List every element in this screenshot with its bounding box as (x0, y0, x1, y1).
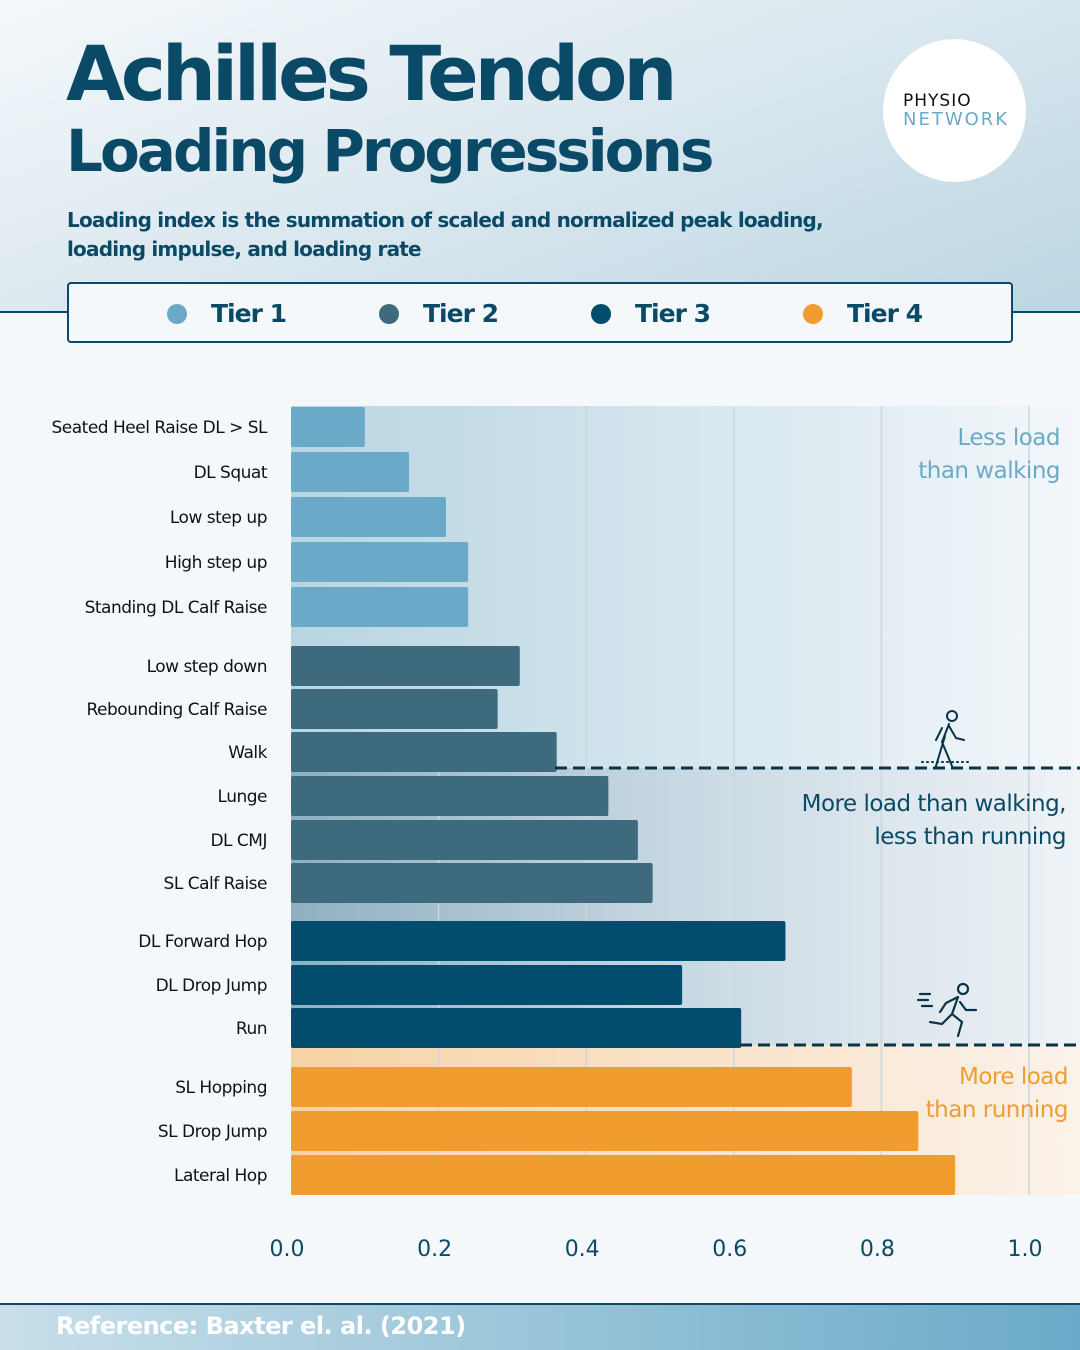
legend: Tier 1 Tier 2 Tier 3 Tier 4 (67, 282, 1013, 343)
category-label: DL Forward Hop (138, 932, 267, 952)
annotation-text: More load than walking, (802, 791, 1066, 817)
x-tick-label: 0.0 (270, 1237, 305, 1262)
title-line-2: Loading Progressions (66, 117, 714, 185)
bar-sl-drop-jump (291, 1111, 919, 1151)
tier-4-dot-icon (803, 303, 823, 324)
legend-label: Tier 4 (847, 299, 923, 328)
annotation-text: Less load (958, 425, 1061, 451)
category-label: Seated Heel Raise DL > SL (52, 418, 269, 438)
bar-sl-calf-raise (291, 863, 653, 903)
title-line-1: Achilles Tendon (66, 29, 677, 118)
walking-icon (921, 710, 971, 767)
x-tick-label: 0.8 (860, 1237, 895, 1262)
subtitle: Loading index is the summation of scaled… (67, 208, 824, 261)
bar-lunge (291, 776, 609, 816)
category-label: Lateral Hop (174, 1166, 267, 1186)
legend-item-tier-3: Tier 3 (591, 299, 711, 328)
category-label: DL Squat (194, 463, 268, 483)
physio-network-logo: PHYSIO NETWORK (883, 39, 1026, 182)
bar-low-step-down (291, 646, 520, 686)
bar-high-step-up (291, 542, 469, 582)
reference-text: Reference: Baxter el. al. (2021) (56, 1312, 466, 1340)
bar-dl-drop-jump (291, 965, 683, 1005)
category-label: Lunge (218, 787, 268, 807)
bar-standing-dl-calf-raise (291, 587, 469, 627)
x-tick-label: 0.4 (565, 1237, 600, 1262)
logo-line-2: NETWORK (903, 109, 1010, 130)
footer: Reference: Baxter el. al. (2021) (0, 1303, 1080, 1350)
category-label: DL Drop Jump (156, 976, 267, 996)
bar-dl-cmj (291, 820, 638, 860)
x-tick-label: 0.2 (417, 1237, 452, 1262)
x-tick-label: 1.0 (1008, 1237, 1043, 1262)
legend-label: Tier 2 (423, 299, 499, 328)
bar-rebounding-calf-raise (291, 689, 498, 729)
annotation-text: More load (959, 1064, 1068, 1090)
category-label: Low step up (170, 508, 267, 528)
chart: 0.0 0.2 0.4 0.6 0.8 1.0 Seated Heel Raise DL >… (52, 406, 1080, 1262)
category-label: Standing DL Calf Raise (85, 598, 267, 618)
category-label: Walk (228, 743, 267, 763)
tier-1-dot-icon (167, 303, 187, 324)
bar-sl-hopping (291, 1067, 852, 1107)
bar-run (291, 1008, 742, 1048)
running-icon (916, 982, 978, 1038)
category-label: DL CMJ (210, 831, 267, 851)
legend-item-tier-2: Tier 2 (379, 299, 499, 328)
bar-seated-heel-raise-dl-sl (291, 407, 365, 447)
category-label: SL Calf Raise (164, 874, 268, 894)
x-tick-label: 0.6 (712, 1237, 747, 1262)
bar-dl-forward-hop (291, 921, 786, 961)
category-label: Run (236, 1019, 267, 1039)
annotation-text: than walking (918, 458, 1060, 484)
bar-low-step-up (291, 497, 446, 537)
category-label: High step up (165, 553, 267, 573)
bar-dl-squat (291, 452, 410, 492)
category-label: Low step down (147, 657, 267, 677)
tier-2-dot-icon (379, 303, 399, 324)
legend-label: Tier 3 (635, 299, 711, 328)
legend-label: Tier 1 (211, 299, 287, 328)
category-label: SL Hopping (175, 1078, 267, 1098)
annotation-text: than running (926, 1097, 1068, 1123)
legend-item-tier-1: Tier 1 (167, 299, 287, 328)
bar-lateral-hop (291, 1155, 956, 1195)
legend-item-tier-4: Tier 4 (803, 299, 923, 328)
bar-walk (291, 732, 557, 772)
category-label: SL Drop Jump (158, 1122, 267, 1142)
tier-3-dot-icon (591, 303, 611, 324)
logo-line-1: PHYSIO (903, 91, 972, 111)
annotation-text: less than running (874, 824, 1066, 850)
category-label: Rebounding Calf Raise (86, 700, 267, 720)
